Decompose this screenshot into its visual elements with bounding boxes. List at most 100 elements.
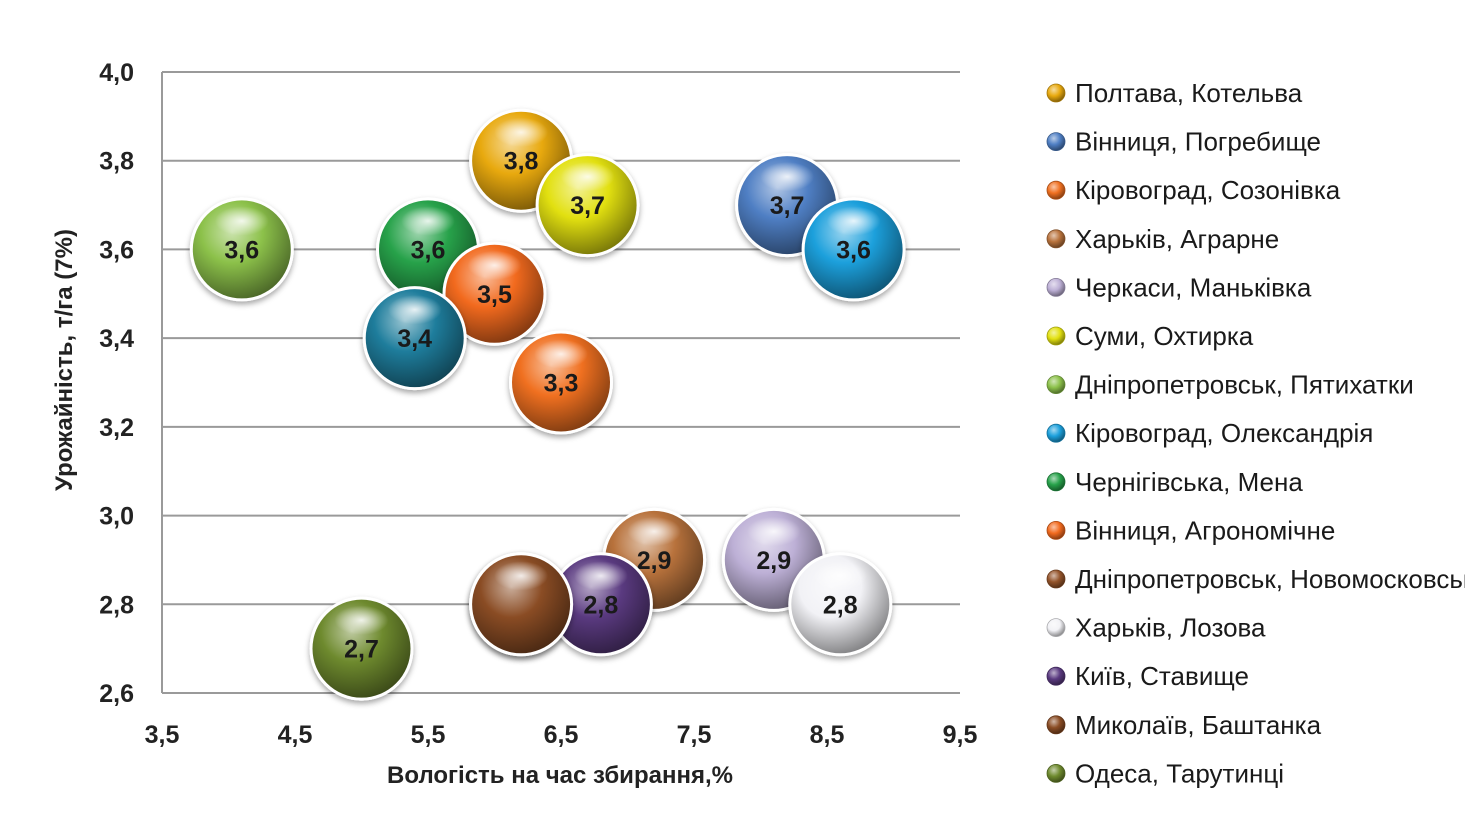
y-axis-title: Урожайність, т/га (7%): [51, 229, 78, 491]
bubble-layer: 3,83,73,32,92,93,73,63,63,63,52,82,82,82…: [189, 108, 906, 701]
bubble-data-label: 2,9: [756, 547, 791, 575]
legend-label: Дніпропетровськ, Пятихатки: [1075, 370, 1414, 400]
bubble-highlight: [534, 339, 588, 369]
x-tick-label: 9,5: [943, 721, 978, 749]
bubble-highlight: [334, 605, 389, 635]
bubble-data-label: 3,6: [411, 236, 446, 264]
legend-item: Вінниця, Агрономічне: [1046, 515, 1335, 545]
x-tick-label: 4,5: [278, 721, 313, 749]
legend-label: Черкаси, Маньківка: [1075, 272, 1312, 302]
legend-label: Вінниця, Погребище: [1075, 127, 1321, 157]
legend-item: Кіровоград, Созонівка: [1046, 175, 1341, 205]
legend-marker: [1046, 764, 1066, 783]
bubble-highlight: [826, 206, 881, 236]
y-tick-label: 2,6: [99, 680, 134, 708]
x-axis-title: Вологість на час збирання,%: [387, 762, 733, 789]
bubble-point: 3,6: [801, 197, 906, 302]
legend-label: Кіровоград, Олександрія: [1075, 418, 1373, 448]
x-tick-label: 5,5: [411, 721, 446, 749]
y-tick-label: 2,8: [99, 591, 134, 619]
bubble-point: [469, 552, 574, 657]
legend-marker: [1046, 715, 1066, 735]
y-tick-label: 4,0: [99, 59, 134, 87]
legend-item: Дніпропетровськ, Новомосковськ: [1046, 564, 1465, 594]
legend-marker: [1046, 180, 1066, 200]
legend-marker: [1046, 229, 1066, 249]
legend-label: Полтава, Котельва: [1075, 78, 1303, 108]
bubble-data-label: 3,6: [836, 236, 871, 264]
axis-layer: 4,0 3,8 3,6 3,4 3,2 3,0 2,8 2,6 3,5 4,5 5,5 6,5 7,5 8…: [99, 59, 977, 749]
bubble-point: 3,7: [535, 153, 640, 258]
bubble-highlight: [214, 206, 269, 236]
y-tick-label: 3,0: [99, 503, 134, 531]
legend-item: Суми, Охтирка: [1046, 321, 1254, 351]
legend-marker: [1046, 375, 1066, 395]
legend-item: Чернігівська, Мена: [1046, 467, 1303, 497]
legend-item: Миколаїв, Баштанка: [1046, 710, 1322, 740]
bubble-data-label: 3,7: [770, 192, 805, 220]
bubble-data-label: 3,5: [477, 281, 512, 309]
bubble-highlight: [627, 516, 682, 547]
legend-label: Одеса, Тарутинці: [1075, 758, 1284, 788]
bubble-point: 3,3: [509, 330, 613, 435]
legend-label: Суми, Охтирка: [1075, 321, 1254, 351]
bubble-data-label: 2,7: [344, 636, 379, 664]
bubble-highlight: [746, 516, 801, 547]
legend-item: Вінниця, Погребище: [1046, 127, 1321, 157]
bubble-highlight: [573, 561, 628, 591]
x-tick-label: 3,5: [145, 721, 180, 749]
legend-marker: [1046, 569, 1066, 589]
bubble-point: 2,8: [548, 552, 653, 657]
bubble-point: 3,4: [362, 286, 467, 391]
legend-item: Черкаси, Маньківка: [1046, 272, 1312, 302]
legend: Полтава, Котельва Вінниця, Погребище Кіров…: [1046, 78, 1465, 788]
legend-marker: [1046, 472, 1066, 492]
bubble-point: 3,5: [442, 241, 547, 346]
legend-marker: [1046, 132, 1066, 152]
bubble-data-label: 3,6: [224, 236, 259, 264]
legend-label: Кіровоград, Созонівка: [1075, 175, 1341, 205]
bubble-data-label: 2,8: [823, 591, 858, 619]
legend-marker: [1046, 521, 1066, 540]
legend-item: Харьків, Лозова: [1046, 613, 1266, 643]
legend-label: Вінниця, Агрономічне: [1075, 515, 1335, 545]
bubble-highlight: [760, 161, 815, 192]
bubble-highlight: [467, 250, 522, 281]
bubble-highlight: [401, 206, 455, 236]
legend-item: Кіровоград, Олександрія: [1046, 418, 1373, 448]
legend-label: Харьків, Аграрне: [1075, 224, 1279, 254]
bubble-data-label: 2,9: [637, 547, 672, 575]
legend-label: Київ, Ставище: [1075, 661, 1249, 691]
bubble-data-label: 2,8: [584, 591, 619, 619]
legend-label: Чернігівська, Мена: [1075, 467, 1303, 497]
legend-marker: [1046, 326, 1066, 346]
bubble-highlight: [494, 117, 549, 147]
legend-item: Київ, Ставище: [1046, 661, 1249, 691]
y-tick-label: 3,2: [99, 414, 134, 442]
x-tick-label: 6,5: [544, 721, 579, 749]
legend-marker: [1046, 277, 1066, 297]
legend-marker: [1046, 83, 1066, 103]
legend-marker: [1046, 618, 1066, 637]
bubble-highlight: [387, 295, 442, 325]
legend-marker: [1046, 666, 1066, 686]
legend-label: Миколаїв, Баштанка: [1075, 710, 1322, 740]
bubble-data-label: 3,4: [397, 325, 432, 353]
y-tick-label: 3,4: [99, 325, 134, 353]
legend-item: Одеса, Тарутинці: [1046, 758, 1284, 788]
bubble-highlight: [560, 161, 615, 192]
legend-marker: [1046, 423, 1066, 443]
legend-item: Дніпропетровськ, Пятихатки: [1046, 370, 1414, 400]
bubble-data-label: 3,8: [504, 148, 539, 176]
bubble-highlight: [813, 561, 868, 591]
y-tick-label: 3,6: [99, 236, 134, 264]
bubble-highlight: [494, 561, 549, 591]
legend-label: Харьків, Лозова: [1075, 613, 1266, 643]
legend-item: Харьків, Аграрне: [1046, 224, 1279, 254]
x-tick-label: 8,5: [810, 721, 845, 749]
bubble-point: 2,8: [788, 552, 893, 657]
bubble-point: 3,6: [189, 197, 294, 302]
legend-label: Дніпропетровськ, Новомосковськ: [1075, 564, 1465, 594]
y-tick-label: 3,8: [99, 148, 134, 176]
